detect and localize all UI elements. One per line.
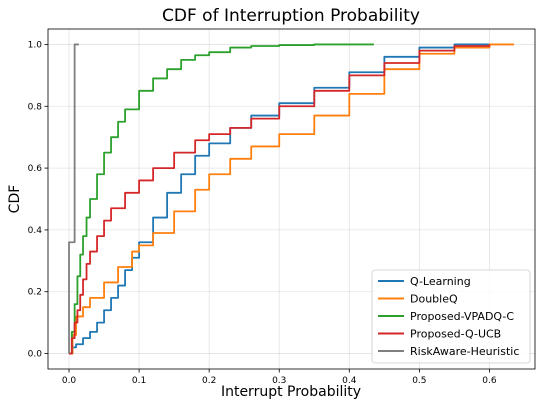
y-tick-label: 0.2 xyxy=(28,288,42,298)
legend-label: Q-Learning xyxy=(410,275,471,288)
legend-label: Proposed-VPADQ-C xyxy=(410,310,514,323)
series-lines xyxy=(68,43,514,355)
y-tick-label: 0.0 xyxy=(28,350,43,360)
x-tick-label: 0.3 xyxy=(272,376,286,386)
x-axis-label: Interrupt Probability xyxy=(221,384,361,400)
grid xyxy=(48,29,535,369)
series-line-3 xyxy=(69,44,491,355)
y-tick-label: 0.6 xyxy=(28,164,43,174)
legend-box xyxy=(371,269,531,364)
plot-frame xyxy=(47,28,536,370)
series-line-0 xyxy=(69,43,490,355)
y-tick-label: 0.4 xyxy=(28,226,43,236)
legend: Q-Learning DoubleQ Proposed-VPADQ-C Propose… xyxy=(371,269,531,364)
x-tick-label: 0.2 xyxy=(202,376,216,386)
x-tick-label: 0.1 xyxy=(132,376,146,386)
y-tick-label: 0.8 xyxy=(28,102,43,112)
x-tick-label: 0.6 xyxy=(482,376,497,386)
axis-ticks: 0.0 0.1 0.2 0.3 0.4 0.5 0.6 0.0 0.2 0.4 0.6 0.8 1.0 xyxy=(28,40,497,386)
x-tick-label: 0.0 xyxy=(62,376,77,386)
legend-label: Proposed-Q-UCB xyxy=(410,328,501,341)
y-tick-label: 1.0 xyxy=(28,40,43,50)
series-line-2 xyxy=(69,43,374,355)
x-tick-label: 0.4 xyxy=(342,376,357,386)
chart-title: CDF of Interruption Probability xyxy=(162,6,420,26)
legend-label: RiskAware-Heuristic xyxy=(410,345,519,358)
x-tick-label: 0.5 xyxy=(412,376,426,386)
series-line-4 xyxy=(68,43,79,354)
legend-label: DoubleQ xyxy=(410,293,458,306)
y-axis-label: CDF xyxy=(7,185,23,214)
